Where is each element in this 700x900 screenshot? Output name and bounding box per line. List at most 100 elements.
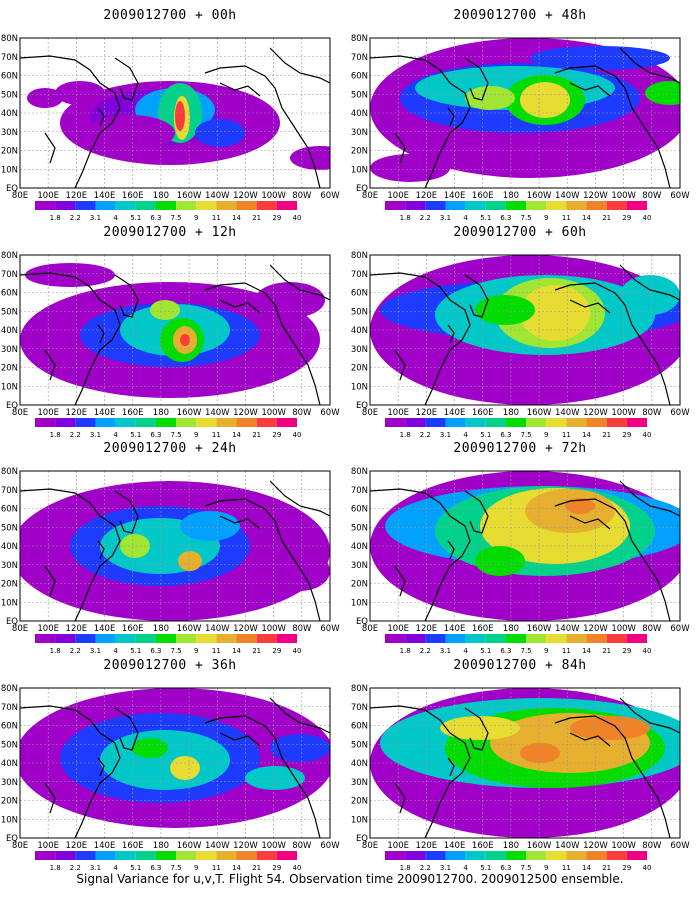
colorbar-level-label: 4 [463,214,468,222]
colorbar-swatch [155,851,177,860]
coastlines [370,47,680,188]
colorbar-level-label: 11 [562,214,571,222]
colorbar-swatch [505,201,527,210]
lon-tick-label: 120E [66,191,88,201]
variance-region [85,115,175,151]
colorbar-swatch [485,634,506,643]
colorbar-level-label: 5.1 [130,647,141,655]
map-frame [369,37,681,189]
variance-region [520,285,590,341]
lon-tick-label: 140W [555,191,580,201]
colorbar-level-label: 40 [293,431,302,439]
colorbar-swatch [385,634,406,643]
lon-tick-label: 160W [527,408,552,418]
colorbar-swatch [526,851,547,860]
lon-tick-label: 140W [555,624,580,634]
colorbar-swatch [405,851,426,860]
variance-region [255,282,325,318]
lat-tick-label: EQ [6,834,18,844]
lat-tick-label: 60N [351,722,368,732]
lat-tick-label: 60N [1,722,18,732]
variance-region [530,46,670,70]
coastlines [20,264,330,405]
colorbar-swatch [196,634,217,643]
lon-tick-label: 160E [122,624,144,634]
lon-tick-label: 100W [611,841,636,851]
colorbar-level-label: 6.3 [150,864,161,872]
panel-72h: 2009012700 + 72h 80E 100E 120E 140E 160E 180 1… [350,441,690,656]
colorbar-swatch [465,851,486,860]
lat-tick-label: 80N [1,684,18,694]
colorbar-swatch [55,201,76,210]
coastline [204,282,321,405]
colorbar-swatch [216,851,237,860]
colorbar-swatch [135,201,156,210]
colorbar-swatch [566,201,587,210]
colorbar-level-label: 40 [293,864,302,872]
lat-tick-label: 40N [351,109,368,119]
gridlines [20,471,330,621]
colorbar-level-label: 21 [252,864,261,872]
colorbar-level-label: 7.5 [171,431,182,439]
colorbar-level-label: 5.1 [130,864,141,872]
colorbar-swatch [256,201,277,210]
coastline [44,565,56,597]
colorbar-level-label: 4 [463,431,468,439]
coastline [554,498,671,621]
lat-tick-label: 10N [351,598,368,608]
lat-tick-label: 30N [1,561,18,571]
colorbar-level-label: 3.1 [90,214,101,222]
lat-tick-label: 30N [351,561,368,571]
colorbar-swatch [566,634,587,643]
lon-tick-label: 140E [444,408,466,418]
colorbar-level-label: 11 [562,431,571,439]
colorbar-level-label: 2.2 [420,864,431,872]
variance-region [465,86,515,110]
lon-tick-label: 100W [611,408,636,418]
lon-tick-label: 60W [320,408,340,418]
colorbar-level-label: 14 [232,214,241,222]
colorbar-level-label: 3.1 [90,647,101,655]
lat-tick-label: 10N [351,382,368,392]
colorbar-swatch [505,418,527,427]
colorbar-level-label: 1.8 [400,647,411,655]
colorbar-level-label: 9 [544,864,548,872]
lon-tick-label: 120W [583,408,608,418]
colorbar-swatch [485,851,506,860]
lon-tick-label: 160W [527,841,552,851]
coastline [619,47,680,84]
variance-region [290,146,330,170]
colorbar-swatch [626,634,647,643]
lat-tick-label: 80N [1,251,18,261]
colorbar-level-label: 9 [544,431,548,439]
lon-tick-label: 180 [503,841,519,851]
lat-tick-label: 10N [1,815,18,825]
colorbar-level-label: 14 [232,864,241,872]
variance-region [270,551,330,591]
lon-tick-label: 180 [153,191,169,201]
colorbar-level-label: 40 [643,864,652,872]
colorbar-swatch [526,634,547,643]
panel-36h: 2009012700 + 36h 80E 100E 120E 140E 160E 180 1… [0,658,340,873]
colorbar-swatch [405,201,426,210]
coastline [269,47,330,84]
lon-tick-label: 80E [12,841,28,851]
colorbar-swatch [216,634,237,643]
lon-tick-label: 60W [670,191,690,201]
colorbar-swatch [425,418,446,427]
lon-tick-label: 120E [416,408,438,418]
colorbar-swatch [425,201,446,210]
contour-fill-group [20,255,330,405]
colorbar: 1.8 2.2 3.1 4 5.1 6.3 7.5 9 11 14 21 29 40 [385,418,651,439]
lon-tick-label: 180 [503,624,519,634]
colorbar-level-label: 7.5 [171,864,182,872]
lat-tick-label: 50N [1,307,18,317]
colorbar-level-label: 9 [194,214,198,222]
colorbar-swatch [196,851,217,860]
lon-tick-label: 120W [233,191,258,201]
coastlines [370,480,680,621]
coastline [370,705,471,838]
lon-tick-label: 80W [292,841,312,851]
colorbar-level-label: 29 [622,214,631,222]
colorbar-level-label: 40 [643,214,652,222]
